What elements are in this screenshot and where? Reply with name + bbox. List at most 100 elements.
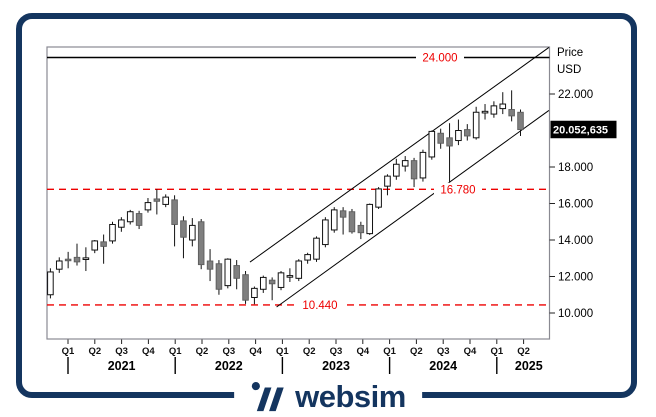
candle-2022-10 (251, 286, 258, 305)
candle-2024-05 (419, 149, 427, 182)
candle-2021-10 (144, 198, 152, 213)
level-label-support: 10.440 (302, 300, 337, 312)
candle-body (455, 130, 462, 142)
candle-2023-11 (366, 203, 374, 235)
x-tick-label: Q2 (410, 346, 423, 357)
candle-body (206, 260, 214, 270)
candle-body (304, 254, 311, 261)
candle-body (73, 256, 81, 263)
x-tick-label: Q3 (437, 346, 450, 357)
x-tick-label: Q2 (517, 346, 530, 357)
candle-body (490, 105, 498, 115)
level-label-mid: 16.780 (440, 184, 475, 196)
candle-body (144, 202, 152, 211)
candle-2021-12 (162, 194, 170, 208)
level-label-resistance: 24.000 (422, 53, 457, 65)
candle-2025-01 (490, 101, 498, 118)
candle-2022-03 (189, 218, 196, 247)
candle-2023-08 (339, 207, 347, 235)
x-tick-label: Q1 (169, 346, 182, 357)
candle-body (47, 271, 54, 296)
candle-2021-03 (82, 247, 90, 272)
candle-body (339, 210, 347, 218)
candle-body (517, 111, 524, 131)
candle-body (64, 258, 72, 262)
candle-2021-11 (153, 189, 161, 215)
candle-2023-01 (277, 271, 285, 291)
candle-2025-04 (517, 109, 524, 136)
year-label: 2023 (322, 359, 350, 373)
candle-body (401, 160, 409, 167)
candle-body (197, 221, 205, 266)
candle-2021-07 (118, 217, 125, 232)
candle-2023-05 (313, 236, 320, 262)
candle-2024-07 (437, 128, 444, 149)
candle-body (410, 160, 418, 180)
candle-body (286, 275, 294, 278)
candle-2021-04 (91, 240, 99, 254)
candle-2024-06 (428, 130, 436, 160)
candle-body (126, 211, 134, 223)
trend-channel-lower (276, 110, 550, 308)
candle-2024-10 (464, 124, 471, 141)
candle-body (268, 279, 276, 285)
x-tick-label: Q2 (88, 346, 101, 357)
candle-2021-08 (126, 209, 134, 225)
candle-body (109, 223, 116, 242)
candle-body (508, 109, 515, 117)
candle-body (330, 209, 338, 231)
candle-body (313, 237, 320, 260)
x-tick-label: Q1 (490, 346, 503, 357)
last-price-badge (550, 120, 617, 139)
candle-2023-02 (286, 268, 294, 282)
candle-2022-06 (215, 260, 223, 295)
y-tick-label: 16.000 (558, 199, 593, 211)
x-tick-label: Q3 (222, 346, 235, 357)
x-tick-label: Q2 (303, 346, 316, 357)
y-tick-label: 10.000 (558, 308, 593, 320)
candle-2021-09 (135, 210, 143, 230)
candle-2022-08 (233, 260, 240, 290)
candle-2021-05 (100, 234, 107, 264)
candle-body (366, 203, 374, 235)
candle-body (472, 111, 480, 139)
candle-2021-06 (109, 221, 116, 244)
candle-body (171, 199, 178, 225)
candle-2023-09 (348, 208, 356, 234)
candle-body (499, 103, 507, 110)
year-label: 2025 (515, 359, 543, 373)
candle-2023-03 (295, 259, 303, 282)
brand-name: websim (295, 378, 406, 414)
x-tick-label: Q1 (276, 346, 289, 357)
candle-2024-12 (481, 104, 489, 120)
candle-2020-12 (55, 257, 63, 273)
candle-body (189, 224, 196, 241)
x-tick-label: Q1 (383, 346, 396, 357)
candle-body (153, 198, 161, 202)
x-tick-label: Q3 (330, 346, 343, 357)
candle-body (437, 132, 444, 144)
x-tick-label: Q4 (249, 346, 262, 357)
candle-2023-07 (330, 207, 338, 233)
candle-body (277, 272, 285, 288)
candle-2024-01 (384, 174, 391, 196)
candle-body (135, 213, 143, 226)
candle-body (224, 258, 232, 287)
candle-body (295, 260, 303, 279)
candle-body (162, 196, 170, 205)
plot-border (46, 46, 551, 340)
level-label-bg (296, 298, 344, 312)
candle-body (419, 151, 427, 179)
candle-body (91, 240, 99, 251)
x-tick-label: Q4 (464, 346, 477, 357)
candle-body (242, 274, 249, 301)
y-tick-label: 14.000 (558, 235, 593, 247)
candle-2022-02 (180, 216, 187, 259)
candle-2020-11 (47, 268, 54, 299)
year-label: 2022 (215, 359, 243, 373)
year-label: 2024 (429, 359, 457, 373)
candle-2024-09 (455, 119, 462, 146)
candle-2022-09 (242, 271, 249, 304)
